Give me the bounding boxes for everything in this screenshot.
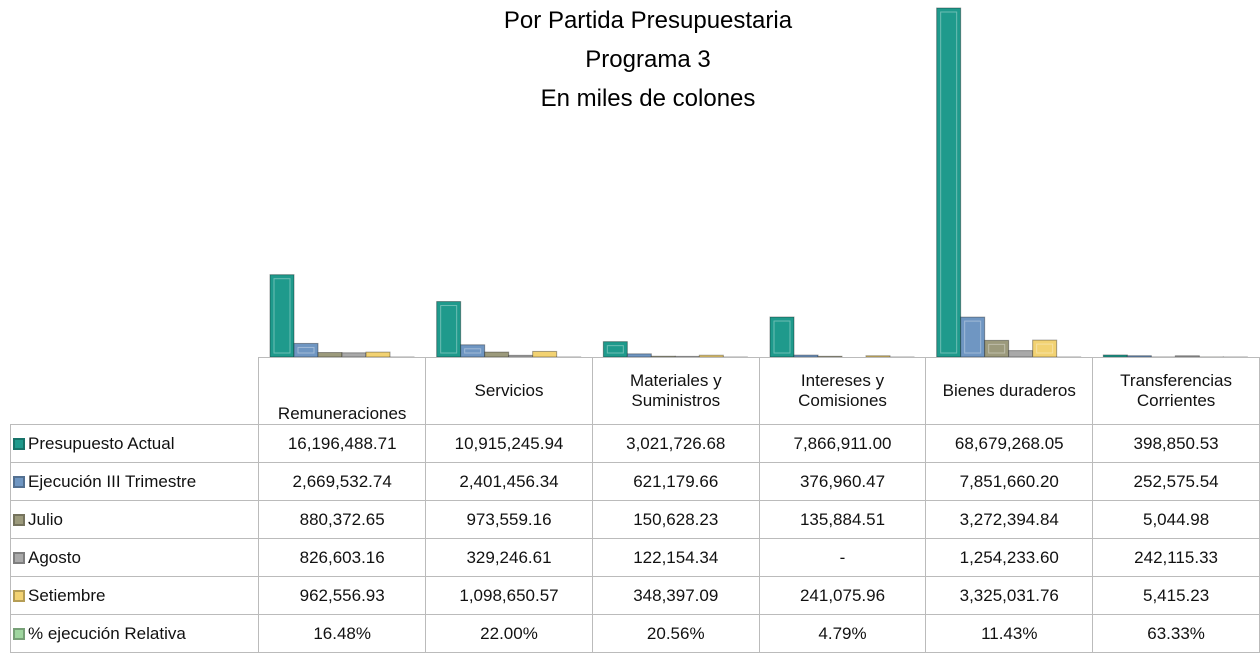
value-cell: 11.43%	[925, 614, 1094, 653]
series-row: Setiembre 962,556.93 1,098,650.57 348,397.0…	[9, 576, 1260, 615]
value-cell: 329,246.61	[425, 538, 593, 577]
bar-bevel	[964, 320, 982, 354]
bar-bevel	[440, 305, 458, 354]
value-cell: 973,559.16	[425, 500, 593, 539]
value-cell: 4.79%	[758, 614, 927, 653]
legend-swatch	[13, 627, 25, 640]
category-label: Servicios	[425, 357, 593, 425]
legend-label: Ejecución III Trimestre	[28, 471, 197, 491]
legend-label: Setiembre	[28, 585, 106, 605]
legend-label: % ejecución Relativa	[28, 623, 186, 643]
value-cell: 5,415.23	[1092, 576, 1260, 615]
value-cell: 22.00%	[425, 614, 593, 653]
series-cell: % ejecución Relativa	[9, 614, 260, 653]
bar	[1174, 355, 1200, 357]
bar-bevel	[988, 343, 1006, 354]
category-label: Transferencias Corrientes	[1092, 357, 1260, 425]
chart: Por Partida Presupuestaria Programa 3 En…	[269, 7, 1248, 357]
bar	[984, 339, 1010, 357]
bar	[865, 355, 891, 357]
bar-bevel	[606, 345, 624, 354]
bar	[1126, 355, 1152, 357]
value-cell: 7,866,911.00	[758, 424, 927, 463]
series-row: Agosto 826,603.16 329,246.61 122,154.34-1,2…	[9, 538, 1260, 577]
category-label: Remuneraciones	[258, 357, 427, 425]
category-label: Materiales y Suministros	[591, 357, 760, 425]
value-cell: 2,401,456.34	[425, 462, 593, 501]
bar	[1032, 339, 1058, 357]
value-cell: 3,021,726.68	[591, 424, 760, 463]
series-row: Presupuesto Actual 16,196,488.71 10,915,24…	[9, 424, 1260, 463]
bar-bevel	[1036, 343, 1054, 354]
series-cell: Agosto	[9, 538, 260, 577]
bar	[793, 354, 819, 357]
bar-bevel	[297, 346, 315, 354]
chart-subtitle: Programa 3	[585, 46, 710, 73]
series-cell: Setiembre	[9, 576, 260, 615]
value-cell: 1,254,233.60	[925, 538, 1094, 577]
value-cell: 880,372.65	[258, 500, 427, 539]
value-cell: 5,044.98	[1092, 500, 1260, 539]
bar-bevel	[940, 11, 958, 354]
value-cell: 16.48%	[258, 614, 427, 653]
category-label: Intereses y Comisiones	[758, 357, 927, 425]
value-cell: 242,115.33	[1092, 538, 1260, 577]
value-cell: 3,325,031.76	[925, 576, 1094, 615]
legend-swatch	[13, 551, 25, 564]
bar-bevel	[773, 320, 791, 354]
legend-swatch	[13, 475, 25, 488]
value-cell: 3,272,394.84	[925, 500, 1094, 539]
legend-label: Julio	[28, 509, 63, 529]
value-cell: 252,575.54	[1092, 462, 1260, 501]
value-cell: 7,851,660.20	[925, 462, 1094, 501]
bar-bevel	[464, 348, 482, 354]
value-cell: 150,628.23	[591, 500, 760, 539]
category-label: Bienes duraderos	[925, 357, 1094, 425]
legend-swatch	[13, 437, 25, 450]
series-row: Julio 880,372.65 973,559.16 150,628.23 135,8…	[9, 500, 1260, 539]
bar	[769, 316, 795, 357]
series-cell: Presupuesto Actual	[9, 424, 260, 463]
series-row: Ejecución III Trimestre 2,669,532.74 2,401…	[9, 462, 1260, 501]
legend-swatch	[13, 589, 25, 602]
data-table: Remuneraciones Servicios Materiales y Sumi…	[9, 357, 1260, 653]
bar	[460, 344, 486, 357]
value-cell: 122,154.34	[591, 538, 760, 577]
legend-label: Presupuesto Actual	[28, 433, 175, 453]
bar	[508, 354, 534, 357]
value-cell: -	[758, 538, 927, 577]
value-cell: 348,397.09	[591, 576, 760, 615]
bar	[269, 274, 295, 357]
value-cell: 962,556.93	[258, 576, 427, 615]
value-cell: 376,960.47	[758, 462, 927, 501]
value-cell: 20.56%	[591, 614, 760, 653]
series-cell: Julio	[9, 500, 260, 539]
corner-cell	[11, 358, 259, 425]
value-cell: 826,603.16	[258, 538, 427, 577]
value-cell: 2,669,532.74	[258, 462, 427, 501]
series-cell: Ejecución III Trimestre	[9, 462, 260, 501]
value-cell: 10,915,245.94	[425, 424, 593, 463]
value-cell: 135,884.51	[758, 500, 927, 539]
bar	[436, 301, 462, 357]
legend-swatch	[13, 513, 25, 526]
series-row: % ejecución Relativa 16.48% 22.00% 20.56% 4.…	[9, 614, 1260, 653]
header-row: Remuneraciones Servicios Materiales y Sumi…	[11, 357, 1260, 425]
bar	[936, 7, 962, 357]
value-cell: 398,850.53	[1092, 424, 1260, 463]
value-cell: 68,679,268.05	[925, 424, 1094, 463]
value-cell: 1,098,650.57	[425, 576, 593, 615]
bar	[960, 316, 986, 357]
value-cell: 63.33%	[1092, 614, 1260, 653]
legend-label: Agosto	[28, 547, 81, 567]
value-cell: 621,179.66	[591, 462, 760, 501]
chart-subtitle: En miles de colones	[541, 85, 756, 112]
bar	[532, 350, 558, 357]
value-cell: 16,196,488.71	[258, 424, 427, 463]
chart-title: Por Partida Presupuestaria	[504, 7, 793, 34]
value-cell: 241,075.96	[758, 576, 927, 615]
bar-bevel	[273, 278, 291, 354]
